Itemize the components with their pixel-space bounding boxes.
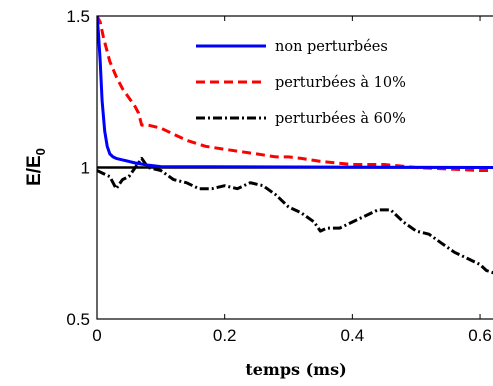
x-tick-label: 0 bbox=[92, 326, 101, 345]
series-line-3 bbox=[97, 156, 493, 275]
y-tick-label: 1 bbox=[81, 159, 90, 178]
series-line-2 bbox=[97, 16, 493, 172]
legend-label-2: perturbées à 10% bbox=[275, 74, 406, 91]
y-axis-label-main: E/E bbox=[24, 155, 45, 186]
series-line-1 bbox=[97, 16, 493, 169]
y-axis-label: E/E0 bbox=[24, 148, 48, 186]
y-axis-label-subscript: 0 bbox=[33, 148, 48, 155]
legend: non perturbées perturbées à 10% perturbées… bbox=[196, 39, 406, 127]
series-lines bbox=[97, 16, 493, 275]
legend-label-1: non perturbées bbox=[275, 39, 388, 55]
x-tick-label: 0.4 bbox=[341, 326, 365, 345]
x-tick-label: 0.2 bbox=[213, 326, 237, 345]
x-axis-label: temps (ms) bbox=[245, 360, 346, 379]
legend-label-3: perturbées à 60% bbox=[275, 110, 406, 127]
y-tick-label: 1.5 bbox=[66, 7, 90, 26]
axis-ticks: 0 0.2 0.4 0.6 0.5 1 1.5 bbox=[66, 7, 493, 345]
y-tick-label: 0.5 bbox=[66, 310, 90, 329]
x-tick-label: 0.6 bbox=[468, 326, 492, 345]
